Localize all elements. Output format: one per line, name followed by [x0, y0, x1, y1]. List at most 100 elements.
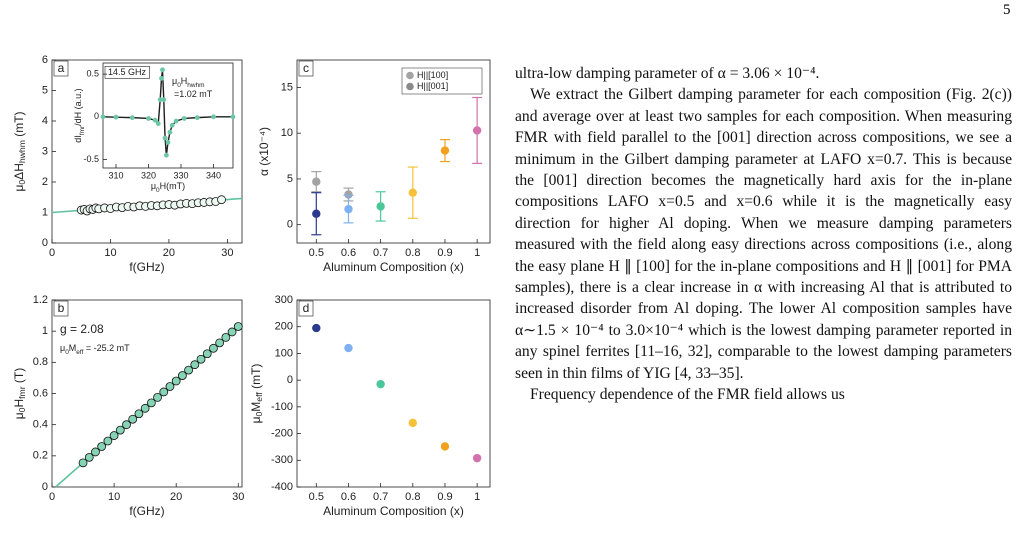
x-tick-label: 0 [49, 247, 55, 259]
marker [184, 365, 194, 375]
marker [165, 139, 171, 145]
legend-label: H||[100] [417, 70, 448, 80]
y-axis-label-part: μ [249, 416, 263, 423]
marker [165, 382, 175, 391]
x-axis-label-part: Aluminum Composition (x) [323, 260, 464, 274]
x-tick-label: 0.6 [341, 247, 356, 259]
plot-frame [102, 62, 234, 169]
marker [146, 398, 156, 408]
marker [202, 349, 212, 359]
y-tick-label: 0 [42, 481, 48, 493]
x-tick-label: 0.8 [405, 491, 420, 503]
panel-label: d [303, 301, 310, 315]
marker [78, 458, 88, 468]
x-tick-label: 330 [173, 170, 188, 180]
y-axis-label-part: 0 [17, 407, 27, 412]
annotation: 14.5 GHz [108, 67, 147, 77]
marker [146, 116, 151, 121]
marker [440, 442, 450, 451]
y-axis-label-part: eff [254, 392, 264, 402]
y-tick-label: 1 [42, 206, 48, 218]
marker [472, 453, 482, 463]
x-axis-label-part: Aluminum Composition (x) [323, 504, 464, 518]
annotation-part: 0 [65, 349, 69, 356]
marker [221, 332, 231, 342]
marker [129, 115, 135, 121]
y-axis-label-part: μ [12, 412, 26, 419]
marker [344, 343, 353, 353]
text-column: ultra-low damping parameter of α = 3.06 … [515, 63, 1012, 406]
y-axis-label: μ0Hfmr (T) [12, 368, 27, 420]
y-tick-label: 5 [42, 84, 48, 96]
marker [312, 177, 321, 186]
marker [169, 122, 175, 128]
plot-frame [51, 299, 243, 488]
y-axis-label-part: M [249, 402, 263, 412]
marker [227, 327, 237, 337]
annotation-part: M [69, 343, 77, 353]
x-axis-label-part: H(mT) [160, 181, 186, 191]
marker [177, 371, 187, 380]
x-tick-label: 10 [104, 247, 116, 259]
annotation-part: 0 [177, 82, 181, 89]
marker [173, 118, 179, 124]
y-axis-label: α (x10⁻⁴) [257, 127, 271, 176]
y-tick-label: 6 [42, 54, 48, 66]
annotation-box [104, 66, 150, 79]
y-axis-label: μ0Meff (mT) [249, 364, 264, 424]
marker [153, 392, 162, 402]
marker [472, 126, 482, 135]
paragraph: We extract the Gilbert damping parameter… [515, 86, 1012, 382]
marker [211, 114, 216, 120]
y-axis-label-part: 0 [17, 180, 27, 185]
marker [84, 452, 94, 462]
x-tick-label: 0.8 [405, 247, 420, 259]
marker [97, 442, 107, 451]
marker [408, 418, 417, 428]
marker [134, 409, 144, 419]
y-tick-label: 300 [275, 294, 293, 306]
marker [230, 114, 236, 120]
marker [91, 447, 100, 457]
annotation-part: =1.02 mT [174, 89, 213, 99]
x-tick-label: 340 [206, 170, 221, 180]
x-axis-label-part: f(GHz) [129, 260, 164, 274]
y-tick-label: 100 [275, 347, 293, 359]
panel-label: c [303, 61, 309, 75]
y-axis-label-part: (T) [12, 368, 26, 387]
x-tick-label: 30 [232, 491, 244, 503]
y-axis-label-part: (mT) [249, 364, 263, 393]
y-axis-label-part: 0 [254, 411, 264, 416]
panel-label-box [298, 60, 314, 77]
marker [103, 436, 113, 446]
marker [190, 360, 200, 370]
y-tick-label: 0.5 [86, 68, 99, 78]
marker [312, 209, 321, 218]
panel-label-box [53, 300, 69, 317]
x-tick-label: 1 [474, 247, 480, 259]
marker [159, 75, 164, 81]
panel-label: b [58, 301, 65, 315]
legend-box [401, 67, 483, 95]
annotation: g = 2.08 [60, 322, 104, 336]
x-axis-label: f(GHz) [129, 260, 164, 274]
marker [194, 115, 200, 121]
y-tick-label: 0 [94, 111, 99, 121]
annotation-part: μ [60, 343, 65, 353]
marker [217, 195, 226, 205]
x-tick-label: 10 [108, 491, 120, 503]
x-tick-label: 20 [170, 491, 182, 503]
y-tick-label: 3 [42, 145, 48, 157]
y-axis-label-part: fmr [79, 125, 86, 135]
y-axis-label-part: H [12, 399, 26, 408]
x-tick-label: 0.5 [309, 247, 324, 259]
legend-marker [406, 71, 414, 80]
marker [128, 414, 138, 424]
marker [109, 431, 119, 440]
marker [115, 425, 125, 435]
y-tick-label: 0.6 [33, 387, 48, 399]
y-tick-label: 0.4 [33, 419, 48, 431]
legend-marker [406, 82, 414, 91]
y-tick-label: 5 [287, 173, 293, 185]
